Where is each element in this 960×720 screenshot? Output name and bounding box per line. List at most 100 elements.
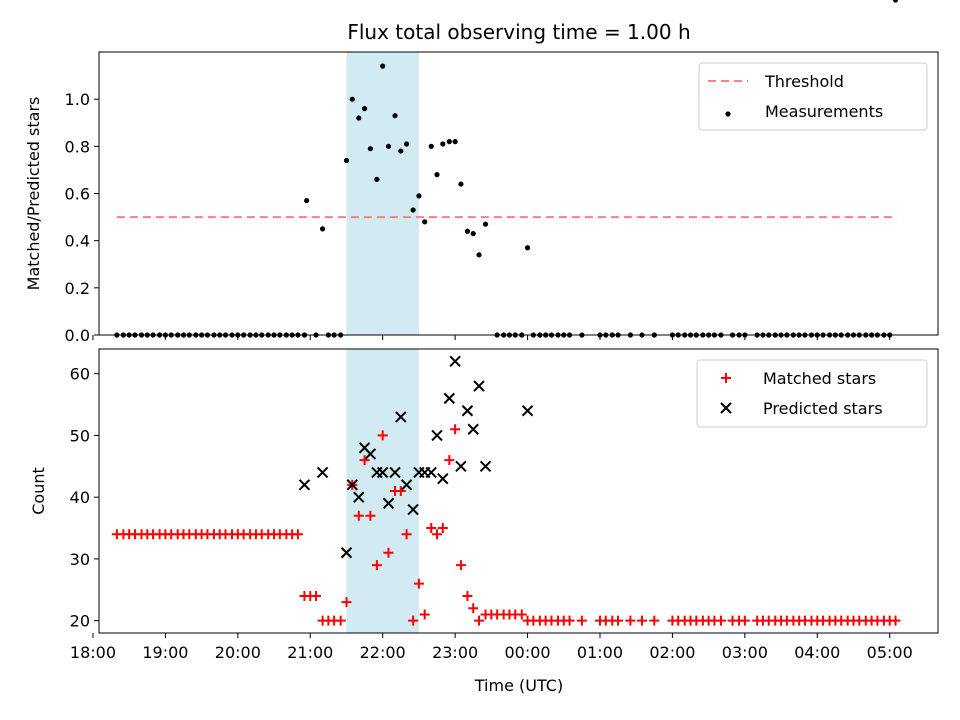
count-panel: 20 30 40 50 60 18:00 19:00 20:00 21:00 22:00 23:00… (29, 348, 939, 662)
x-tick-label: 01:00 (577, 643, 623, 662)
matched-stars-point (377, 430, 388, 441)
matched-stars-point (468, 603, 479, 614)
measurement-point (380, 63, 386, 69)
x-tick-label: 04:00 (794, 643, 840, 662)
matched-stars-point (474, 615, 485, 626)
predicted-stars-point (395, 411, 407, 423)
legend-label: Measurements (765, 102, 883, 121)
matched-stars-point (419, 609, 430, 620)
x-tick-label: 05:00 (867, 643, 913, 662)
y-tick-label: 50 (70, 426, 90, 445)
matched-stars-point (450, 424, 461, 435)
matched-stars-point (890, 615, 901, 626)
measurement-point (464, 228, 471, 234)
matched-stars-point (353, 510, 364, 521)
predicted-stars-point (479, 460, 492, 473)
x-tick-label: 00:00 (504, 643, 550, 662)
legend-label: Predicted stars (763, 399, 883, 418)
predicted-stars-point (346, 479, 358, 491)
predicted-stars-point (473, 380, 485, 392)
measurement-point (403, 141, 410, 147)
y-tick-label: 0.0 (65, 326, 90, 345)
matched-stars-point (455, 560, 466, 571)
x-tick-label: 03:00 (722, 643, 768, 662)
predicted-stars-point (316, 466, 329, 479)
x-tick-label: 23:00 (432, 643, 478, 662)
measurement-point (446, 139, 452, 145)
predicted-stars-point (449, 355, 461, 368)
chart-title: Flux total observing time = 1.00 h (347, 20, 690, 44)
matched-stars-point (341, 597, 352, 608)
legend-box (698, 62, 928, 131)
measurement-point (349, 96, 355, 102)
measurement-point (304, 197, 310, 204)
predicted-stars-point (443, 392, 456, 405)
y-axis-label: Count (29, 467, 48, 515)
matched-stars-point (649, 615, 660, 626)
matched-stars-point (408, 615, 419, 626)
y-tick-label: 0.2 (65, 279, 90, 298)
measurement-point (482, 221, 489, 227)
matched-stars-point (371, 560, 382, 571)
measurement-point (452, 139, 458, 145)
predicted-stars-point (382, 497, 395, 510)
predicted-stars-point (431, 429, 443, 442)
predicted-stars-point (425, 466, 437, 479)
matched-stars-point (413, 578, 424, 589)
legend-predicted-swatch (720, 402, 732, 414)
measurement-point (476, 252, 482, 258)
measurement-point (458, 181, 464, 187)
predicted-stars-point (400, 479, 413, 491)
matched-stars-point (739, 615, 750, 626)
matched-stars-point (426, 523, 437, 534)
x-tick-label: 21:00 (287, 643, 333, 662)
x-tick-label: 19:00 (142, 643, 188, 662)
measurement-point (392, 113, 398, 119)
matched-stars-point (715, 615, 726, 626)
matched-stars-point (432, 529, 443, 540)
matched-stars-point (311, 590, 322, 601)
matched-stars-point (444, 455, 455, 466)
measurement-point (434, 172, 440, 178)
predicted-stars-point (461, 405, 474, 417)
measurement-point (892, 0, 899, 3)
x-tick-label: 20:00 (215, 643, 261, 662)
y-tick-label: 20 (70, 612, 90, 631)
measurement-point (410, 207, 416, 213)
legend-box (696, 359, 928, 428)
measurement-point (361, 106, 368, 112)
measurement-point (398, 148, 404, 154)
measurement-point (385, 143, 392, 149)
legend-label: Threshold (764, 72, 844, 91)
highlight-span (346, 52, 419, 335)
measurement-point (440, 141, 446, 147)
matched-stars-point (613, 615, 624, 626)
matched-stars-point (335, 615, 346, 626)
x-axis-label: Time (UTC) (474, 676, 563, 695)
matched-stars-point (437, 523, 448, 534)
predicted-stars-point (376, 466, 389, 479)
matched-stars-point (636, 615, 647, 626)
y-axis-label: Matched/Predicted stars (24, 97, 43, 291)
predicted-stars-point (407, 503, 419, 516)
measurement-point (367, 146, 373, 152)
matched-stars-point (365, 510, 376, 521)
measurement-point (428, 143, 434, 149)
matched-stars-point (564, 615, 575, 626)
predicted-stars-point (353, 491, 365, 503)
measurement-point (356, 115, 362, 121)
y-tick-label: 30 (70, 550, 90, 569)
predicted-stars-point (521, 405, 534, 417)
matched-stars-point (625, 615, 636, 626)
y-tick-label: 40 (70, 488, 90, 507)
x-tick-label: 18:00 (70, 643, 116, 662)
matched-stars-point (292, 529, 303, 540)
matched-stars-point (359, 455, 370, 466)
y-tick-label: 0.4 (65, 232, 90, 251)
y-tick-label: 0.6 (65, 185, 90, 204)
matched-stars-point (516, 609, 527, 620)
matched-stars-point (462, 590, 473, 601)
legend-matched-swatch (721, 373, 731, 383)
legend-measurement-swatch (725, 111, 731, 117)
